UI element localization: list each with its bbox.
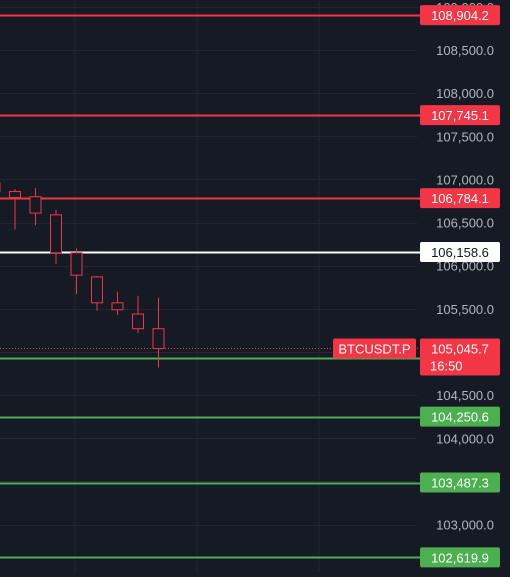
price-label-support[interactable]: 103,487.3 [420, 472, 500, 493]
price-label-background [420, 242, 500, 263]
price-label-text: 106,784.1 [431, 191, 489, 206]
candles [0, 182, 165, 368]
price-tick-label: 106,500.0 [436, 216, 494, 231]
candle[interactable] [132, 295, 144, 334]
countdown-timer: 16:50 [430, 359, 463, 374]
price-label-background [420, 188, 500, 209]
price-tick-label: 105,500.0 [436, 302, 494, 317]
price-label-text: 102,619.9 [431, 550, 489, 565]
price-label-resistance[interactable]: 108,904.2 [420, 5, 500, 26]
candle-body [152, 328, 165, 350]
price-label-background [420, 5, 500, 26]
candle[interactable] [29, 188, 42, 226]
price-label-support[interactable]: 102,619.9 [420, 547, 500, 568]
price-label-neutral[interactable]: 106,158.6 [420, 242, 500, 263]
price-label-resistance[interactable]: 106,784.1 [420, 188, 500, 209]
price-label-text: 107,745.1 [431, 108, 489, 123]
symbol-tag-text: BTCUSDT.P [338, 342, 410, 357]
price-label-background [420, 406, 500, 427]
candle-body [70, 252, 83, 276]
price-label-text: 108,904.2 [431, 8, 489, 23]
candle[interactable] [9, 188, 21, 230]
price-label-text: 104,250.6 [431, 410, 489, 425]
last-price-label-background [420, 338, 500, 376]
price-label-text: 106,158.6 [431, 245, 489, 260]
candle[interactable] [111, 291, 124, 315]
price-tick-label: 107,000.0 [436, 172, 494, 187]
price-label-text: 103,487.3 [431, 476, 489, 491]
candle[interactable] [70, 248, 83, 295]
candle-body [132, 313, 144, 330]
last-price-label[interactable]: 105,045.7 16:50 [420, 338, 500, 376]
price-label-background [420, 105, 500, 126]
horizontal-levels [0, 14, 420, 559]
price-label-resistance[interactable]: 107,745.1 [420, 105, 500, 126]
candle-body [50, 214, 62, 254]
candle[interactable] [50, 209, 62, 264]
price-tick-label: 106,000.0 [436, 259, 494, 274]
price-tick-label: 107,500.0 [436, 129, 494, 144]
price-tick-label: 104,000.0 [436, 431, 494, 446]
price-axis: 103,000.0103,500.0104,000.0104,500.0105,… [436, 0, 494, 533]
grid-layer [0, 0, 417, 572]
price-label-support[interactable]: 104,250.6 [420, 406, 500, 427]
candle[interactable] [91, 276, 103, 311]
candle[interactable] [152, 297, 165, 368]
price-label-background [420, 472, 500, 493]
last-price-value: 105,045.7 [431, 342, 489, 357]
candle-body [9, 191, 21, 199]
symbol-tag[interactable]: BTCUSDT.P [333, 338, 416, 359]
price-tick-label: 103,000.0 [436, 518, 494, 533]
symbol-tag-background [333, 338, 416, 359]
candle-body [91, 276, 103, 304]
price-tick-label: 108,000.0 [436, 86, 494, 101]
price-tick-label: 108,500.0 [436, 43, 494, 58]
candle-body [29, 196, 42, 214]
price-labels: 108,904.2 107,745.1 106,784.1 106,158.6 104,… [333, 5, 500, 568]
price-label-background [420, 547, 500, 568]
candle-body [111, 302, 124, 311]
price-tick-label: 104,500.0 [436, 388, 494, 403]
